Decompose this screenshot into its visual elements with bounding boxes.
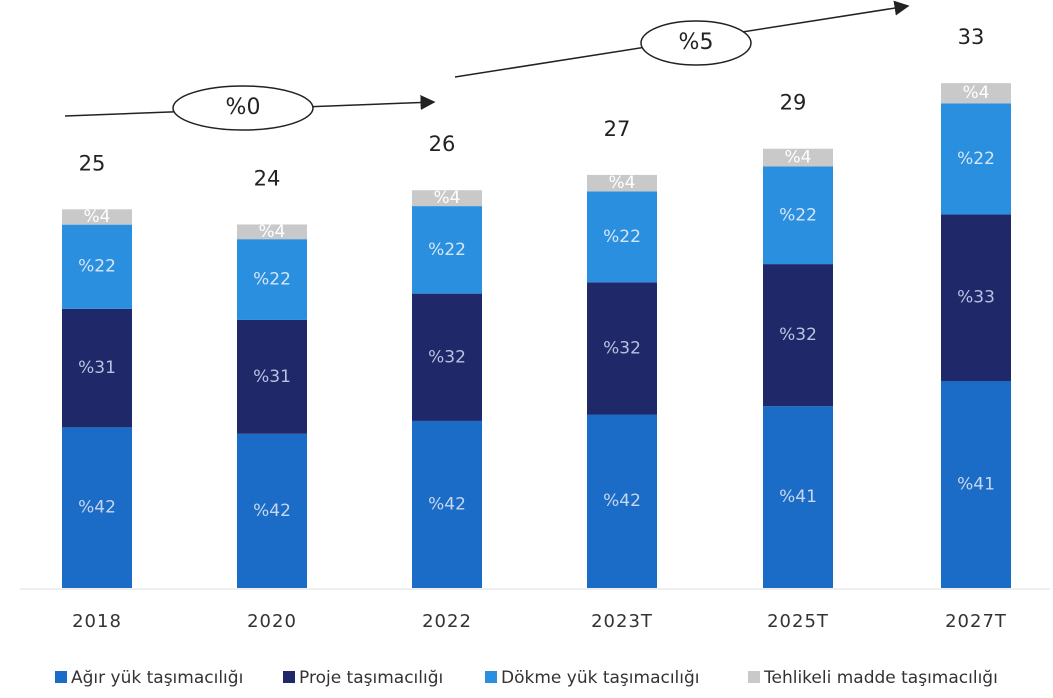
bar-segment [62,308,132,428]
bar-segment [587,191,657,283]
segment-label: %22 [428,240,466,260]
segment-label: %42 [428,494,466,514]
segment-label: %22 [957,149,995,169]
bar-segment [412,206,482,294]
segment-label: %22 [779,205,817,225]
x-tick-label: 2023T [591,611,653,632]
annotation-ellipse [172,85,314,131]
x-tick-label: 2025T [767,611,829,632]
segment-label: %33 [957,288,995,308]
annotation-ellipse [640,20,752,66]
segment-label: %22 [603,227,641,247]
segment-label: %31 [253,367,291,387]
bar-segment [237,433,307,588]
bar-segment [941,103,1011,215]
segment-label: %42 [603,491,641,511]
segment-label: %41 [779,487,817,507]
bar-segment [587,414,657,588]
annotation: %5 [679,30,714,55]
bar-segment [941,380,1011,588]
legend-swatch [485,671,497,683]
bar-segment [412,420,482,588]
segment-label: %4 [259,222,286,242]
legend-label: Proje taşımacılığı [299,668,443,688]
total-label: 33 [958,25,985,49]
segment-label: %31 [78,358,116,378]
segment-label: %4 [84,207,111,227]
segment-label: %4 [785,148,812,168]
segment-label: %22 [78,257,116,277]
bar-segment [941,214,1011,381]
total-label: 24 [254,166,281,190]
x-tick-label: 2020 [247,611,297,632]
annotation: %0 [226,95,261,120]
bar-segment [587,174,657,192]
segment-label: %32 [779,325,817,345]
x-tick-label: 2018 [72,611,122,632]
bar-segment [412,190,482,207]
legend-label: Dökme yük taşımacılığı [501,668,700,688]
x-tick-label: 2022 [422,611,472,632]
legend-label: Tehlikeli madde taşımacılığı [763,668,998,688]
segment-label: %42 [253,501,291,521]
bar-segment [237,319,307,434]
segment-label: %4 [434,188,461,208]
legend-label: Ağır yük taşımacılığı [71,668,243,688]
bar-segment [412,293,482,421]
x-tick-label: 2027T [945,611,1007,632]
total-label: 26 [429,132,456,156]
legend-swatch [55,671,67,683]
bar-segment [763,148,833,167]
bar-segment [941,83,1011,104]
bar-segment [237,239,307,320]
segment-label: %32 [603,338,641,358]
bar-segment [763,406,833,588]
total-label: 29 [780,91,807,115]
segment-label: %22 [253,270,291,290]
bar-segment [763,166,833,265]
segment-label: %4 [963,83,990,103]
bar-segment [763,264,833,407]
segment-label: %41 [957,474,995,494]
segment-label: %32 [428,347,466,367]
bar-segment [587,282,657,415]
segment-label: %4 [609,173,636,193]
segment-label: %42 [78,498,116,518]
bar-segment [62,224,132,309]
total-label: 27 [604,117,631,141]
bar-segment [62,427,132,588]
bar-segment [62,209,132,225]
total-label: 25 [79,151,106,175]
bar-segment [237,224,307,240]
legend-swatch [283,671,295,683]
legend-swatch [748,671,760,683]
